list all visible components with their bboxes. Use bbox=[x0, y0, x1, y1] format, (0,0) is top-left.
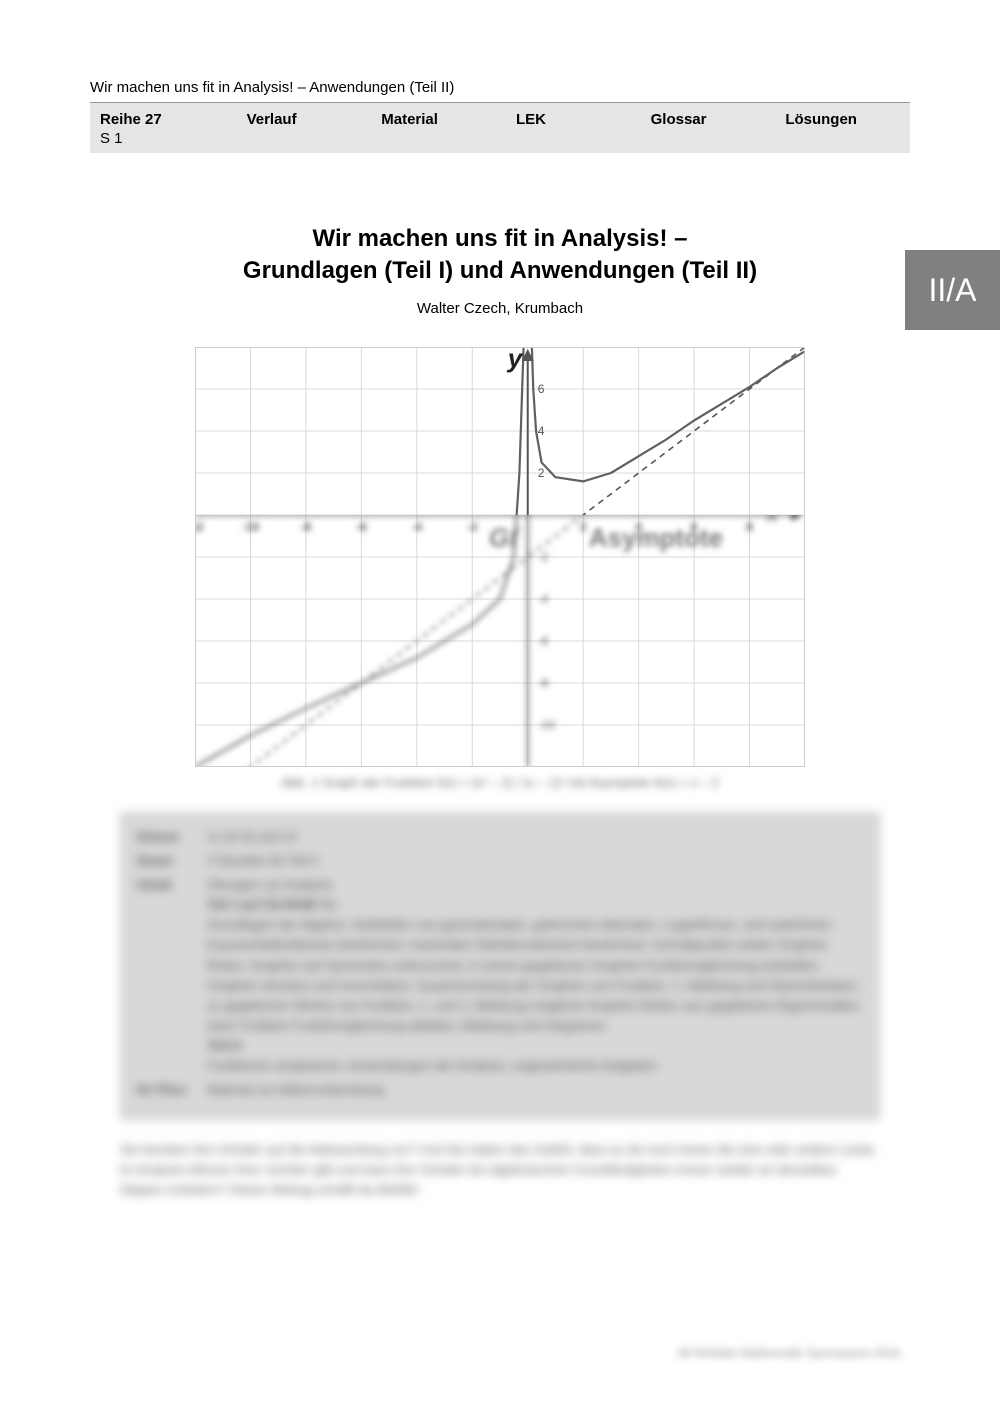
svg-text:-8: -8 bbox=[538, 676, 549, 690]
svg-text:2: 2 bbox=[580, 520, 587, 534]
nav-glossar: Glossar bbox=[641, 103, 776, 153]
chart-svg: 246-12-10-8-6-4-22468-10-8-6-4-2GfAsympt… bbox=[195, 347, 805, 767]
nav-row: Reihe 27 S 1 Verlauf Material LEK Glossa… bbox=[90, 103, 910, 153]
info-text: 11 (G 8) und 12 bbox=[207, 827, 863, 847]
svg-text:2: 2 bbox=[538, 466, 545, 480]
nav-verlauf: Verlauf bbox=[237, 103, 372, 153]
info-label: Dauer bbox=[137, 851, 207, 871]
title-line1: Wir machen uns fit in Analysis! – bbox=[313, 225, 688, 252]
svg-text:-12: -12 bbox=[195, 520, 204, 534]
title-line2: Grundlagen (Teil I) und Anwendungen (Tei… bbox=[243, 257, 757, 284]
nav-reihe: Reihe 27 S 1 bbox=[90, 103, 237, 153]
info-label: Inhalt bbox=[137, 875, 207, 1076]
nav-sub: S 1 bbox=[100, 130, 231, 147]
author: Walter Czech, Krumbach bbox=[90, 300, 910, 317]
svg-text:-4: -4 bbox=[411, 520, 422, 534]
nav-loesungen: Lösungen bbox=[775, 103, 910, 153]
svg-text:-10: -10 bbox=[242, 520, 260, 534]
svg-text:Asymptote: Asymptote bbox=[589, 522, 723, 552]
info-text-span: Übungen zur Analysis bbox=[207, 877, 333, 892]
info-label: Klasse bbox=[137, 827, 207, 847]
nav-label: Glossar bbox=[651, 111, 707, 128]
nav-lek: LEK bbox=[506, 103, 641, 153]
svg-text:4: 4 bbox=[538, 424, 545, 438]
section-tab: II/A bbox=[905, 250, 1000, 330]
svg-text:-6: -6 bbox=[538, 634, 549, 648]
nav-label: Material bbox=[381, 111, 438, 128]
info-bold: Teil II: bbox=[207, 1038, 244, 1053]
svg-text:-4: -4 bbox=[538, 592, 549, 606]
page-title: Wir machen uns fit in Analysis! – Grundl… bbox=[90, 223, 910, 288]
page-footer: 38 RAAbits Mathematik Gymnasium 2016 bbox=[677, 1346, 900, 1360]
svg-text:-10: -10 bbox=[538, 718, 556, 732]
function-chart: 246-12-10-8-6-4-22468-10-8-6-4-2GfAsympt… bbox=[195, 347, 805, 767]
svg-text:-8: -8 bbox=[301, 520, 312, 534]
svg-text:y: y bbox=[506, 347, 524, 373]
info-label: Ihr Plus: bbox=[137, 1080, 207, 1100]
info-para: Funktionen analysieren, Anwendungen der … bbox=[207, 1058, 657, 1073]
info-text: Material zur Abiturvorbereitung bbox=[207, 1080, 863, 1100]
svg-text:Gf: Gf bbox=[489, 522, 520, 552]
info-text: 4 Stunden für Teil II bbox=[207, 851, 863, 871]
svg-text:-2: -2 bbox=[538, 550, 549, 564]
nav-label: Verlauf bbox=[247, 111, 297, 128]
svg-text:-6: -6 bbox=[356, 520, 367, 534]
body-paragraph: Sie bereiten Ihre Schüler auf die Abitur… bbox=[120, 1140, 880, 1200]
nav-label: Lösungen bbox=[785, 111, 857, 128]
nav-label: Reihe 27 bbox=[100, 111, 162, 128]
header-subtitle: Wir machen uns fit in Analysis! – Anwend… bbox=[90, 75, 910, 103]
info-text: Übungen zur Analysis Teil I auf CD-ROM 7… bbox=[207, 875, 863, 1076]
info-para: Grundlagen der Algebra. Nullstellen von … bbox=[207, 917, 860, 1033]
nav-material: Material bbox=[371, 103, 506, 153]
nav-label: LEK bbox=[516, 111, 546, 128]
svg-text:8: 8 bbox=[746, 520, 753, 534]
svg-text:6: 6 bbox=[538, 382, 545, 396]
info-box: Klasse11 (G 8) und 12 Dauer4 Stunden für… bbox=[120, 812, 880, 1120]
info-bold: Teil I auf CD-ROM 71: bbox=[207, 897, 338, 912]
svg-text:-2: -2 bbox=[467, 520, 478, 534]
figure-caption: Abb. 1 Graph der Funktion f(x) = (x³ – 2… bbox=[90, 775, 910, 790]
